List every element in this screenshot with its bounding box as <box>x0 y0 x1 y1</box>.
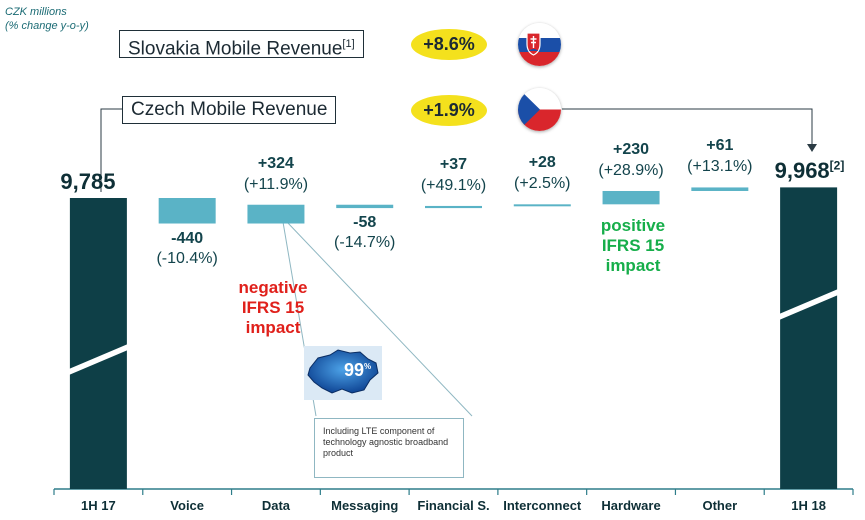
total-bar-8 <box>780 187 838 490</box>
delta-pct-label-3: (-14.7%) <box>334 234 396 252</box>
czech-map-icon <box>304 346 382 400</box>
positive-ifrs-note: positive IFRS 15 impact <box>578 216 688 276</box>
positive-ifrs-line-2: IFRS 15 <box>601 236 665 255</box>
czech-change: +1.9% <box>423 100 475 120</box>
negative-ifrs-line-2: IFRS 15 <box>241 298 305 317</box>
total-bar-0 <box>69 198 127 489</box>
x-tick-label-0: 1H 17 <box>81 498 116 513</box>
lte-note-text: Including LTE component of technology ag… <box>323 426 449 458</box>
axis-break-mark <box>779 289 839 320</box>
slovakia-change-badge: +8.6% <box>411 29 487 60</box>
czech-title: Czech Mobile Revenue <box>131 99 328 120</box>
delta-pct-label-5: (+2.5%) <box>514 175 571 193</box>
delta-value-label-4: +37 <box>439 155 468 173</box>
positive-ifrs-line-1: positive <box>600 216 666 235</box>
delta-bar-6 <box>602 190 660 205</box>
x-tick-label-7: Other <box>702 498 738 513</box>
coverage-map: 99% <box>304 346 382 400</box>
x-tick-label-6: Hardware <box>601 498 661 513</box>
czech-flag-icon <box>518 88 561 131</box>
x-tick-label-5: Interconnect <box>503 498 582 513</box>
slovakia-change: +8.6% <box>423 34 475 54</box>
delta-value-label-3: -58 <box>353 214 377 232</box>
x-tick-label-8: 1H 18 <box>791 498 826 513</box>
axis-break-mark <box>68 344 128 375</box>
negative-ifrs-line-1: negative <box>238 278 308 297</box>
positive-ifrs-line-3: impact <box>605 256 661 275</box>
delta-value-label-7: +61 <box>706 137 734 155</box>
delta-bar-1 <box>158 198 216 224</box>
coverage-value: 99 <box>344 360 365 380</box>
negative-ifrs-line-3: impact <box>245 318 301 337</box>
unit-line-2: (% change y-o-y) <box>5 20 89 32</box>
delta-value-label-2: +324 <box>257 154 294 172</box>
slovakia-title: Slovakia Mobile Revenue <box>128 38 343 60</box>
end-total-footnote: [2] <box>829 159 845 174</box>
delta-value-label-6: +230 <box>613 140 650 158</box>
slovakia-flag-icon <box>518 23 561 66</box>
total-value-label-8: 9,968[2] <box>774 158 845 184</box>
coverage-badge: 99% <box>344 360 371 381</box>
x-tick-label-1: Voice <box>170 498 205 513</box>
delta-value-label-5: +28 <box>528 154 556 172</box>
delta-pct-label-1: (-10.4%) <box>156 249 218 267</box>
delta-bar-2 <box>247 204 305 224</box>
delta-pct-label-7: (+13.1%) <box>687 158 753 176</box>
czech-title-box: Czech Mobile Revenue <box>122 96 337 124</box>
lte-note-box: Including LTE component of technology ag… <box>314 418 464 478</box>
delta-pct-label-6: (+28.9%) <box>598 161 664 179</box>
delta-pct-label-4: (+49.1%) <box>420 176 487 194</box>
slovakia-footnote: [1] <box>342 38 355 50</box>
delta-bar-7 <box>691 187 749 191</box>
unit-line-1: CZK millions <box>5 6 67 18</box>
unit-label: CZK millions (% change y-o-y) <box>5 5 89 33</box>
x-tick-label-4: Financial S. <box>417 498 490 513</box>
total-value-label-0: 9,785 <box>60 169 116 194</box>
czech-change-badge: +1.9% <box>411 95 487 126</box>
x-tick-label-3: Messaging <box>331 498 399 513</box>
delta-pct-label-2: (+11.9%) <box>243 175 309 193</box>
delta-bar-5 <box>513 204 571 207</box>
negative-ifrs-note: negative IFRS 15 impact <box>218 278 328 338</box>
delta-bar-4 <box>425 205 482 209</box>
delta-value-label-1: -440 <box>171 229 204 247</box>
slovakia-title-box: Slovakia Mobile Revenue[1] <box>119 30 364 60</box>
delta-bar-3 <box>336 204 394 209</box>
x-tick-label-2: Data <box>261 498 291 513</box>
coverage-unit: % <box>364 362 372 371</box>
